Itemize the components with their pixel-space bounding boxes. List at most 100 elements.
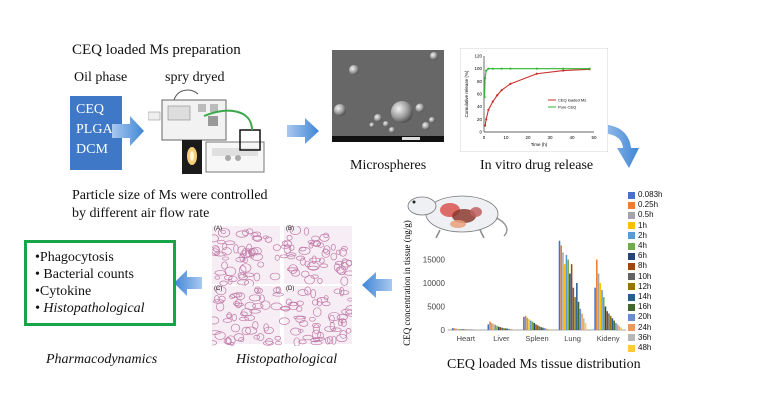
bar — [451, 328, 454, 330]
bar — [579, 308, 582, 330]
alveolus-mark — [242, 272, 255, 278]
alveolus-mark — [319, 263, 329, 268]
rat-anatomy-illustration — [407, 195, 508, 239]
alveolus-mark — [304, 286, 312, 296]
legend-item: 48h — [628, 343, 662, 353]
alveolus-mark — [335, 249, 342, 255]
bar — [572, 287, 575, 330]
pharmacodynamics-label: Pharmacodynamics — [46, 352, 158, 367]
legend-label: 14h — [638, 292, 652, 302]
legend-item: 36h — [628, 333, 662, 343]
x-tick-label: Spleen — [525, 334, 548, 343]
release-legend-label: CEQ loaded Ms — [558, 98, 586, 103]
alveolus-mark — [319, 233, 330, 242]
bar — [616, 324, 619, 330]
release-legend-label: Pure CEQ — [558, 105, 576, 110]
bar — [535, 324, 537, 330]
alveolus-mark — [265, 338, 274, 345]
alveolus-mark — [324, 326, 337, 332]
alveolus-mark — [252, 303, 264, 309]
alveolus-mark — [331, 327, 342, 333]
release-data-point — [588, 67, 591, 70]
alveolus-mark — [246, 243, 253, 253]
bar — [602, 297, 605, 330]
alveolus-mark — [235, 257, 246, 263]
release-data-point — [562, 69, 565, 72]
x-tick-label: 20 — [525, 135, 531, 140]
alveolus-mark — [299, 320, 309, 327]
release-data-point — [509, 82, 512, 85]
bar — [457, 328, 459, 330]
alveolus-mark — [288, 301, 299, 307]
alveolus-mark — [310, 274, 319, 279]
release-data-point — [562, 67, 565, 70]
arrow-right-icon — [112, 116, 144, 146]
alveolus-mark — [282, 240, 288, 247]
legend-swatch — [628, 344, 635, 352]
alveolus-mark — [317, 331, 324, 340]
release-data-point — [496, 94, 499, 97]
tissue-distribution-bar-chart: 0 5000 10000 15000 CEQ concentration in tiss… — [402, 220, 626, 346]
alveolus-mark — [285, 252, 297, 257]
alveolus-mark — [310, 340, 323, 346]
y-tick-label: 100 — [474, 66, 482, 71]
alveolus-mark — [301, 270, 310, 278]
alveolus-mark — [233, 301, 240, 306]
bar — [464, 329, 466, 330]
alveolus-mark — [298, 339, 307, 345]
bar — [524, 315, 527, 330]
alveolus-mark — [245, 248, 251, 258]
alveolus-mark — [253, 272, 261, 282]
alveolus-mark — [339, 287, 345, 297]
alveolus-mark — [225, 335, 236, 345]
alveolus-mark — [242, 229, 250, 237]
bar — [528, 319, 530, 330]
alveolus-mark — [220, 230, 227, 234]
legend-label: 2h — [638, 230, 647, 240]
bar — [460, 329, 463, 330]
bar — [549, 329, 551, 330]
alveolus-mark — [313, 307, 322, 317]
particle-text-line-2: by different air flow rate — [72, 206, 210, 221]
alveolus-mark — [249, 309, 261, 314]
bar — [453, 328, 456, 330]
alveolus-mark — [231, 313, 237, 322]
alveolus-mark — [226, 313, 232, 319]
legend-item: 0.083h — [628, 190, 662, 200]
legend-swatch — [628, 212, 635, 219]
microspheres-sem-image — [332, 50, 444, 142]
alveolus-mark — [245, 326, 258, 335]
bar — [583, 318, 585, 330]
release-data-point — [484, 77, 487, 80]
alveolus-mark — [272, 244, 282, 251]
alveolus-mark — [308, 242, 314, 249]
legend-swatch — [628, 222, 635, 230]
arrow-left-icon — [174, 270, 202, 296]
x-tick-label: Heart — [457, 334, 476, 343]
bar — [496, 325, 498, 330]
bar — [506, 328, 509, 330]
bar — [531, 321, 534, 330]
alveolus-mark — [311, 235, 320, 242]
legend-label: 0.083h — [638, 190, 663, 199]
alveolus-mark — [214, 331, 226, 340]
alveolus-mark — [285, 298, 292, 306]
alveolus-mark — [240, 263, 252, 273]
bar — [599, 283, 602, 330]
alveolus-mark — [310, 289, 316, 299]
bar — [604, 306, 607, 330]
alveolus-mark — [303, 227, 310, 236]
bar — [499, 327, 502, 330]
bar — [487, 324, 490, 330]
arrow-left-icon — [362, 272, 392, 298]
alveolus-mark — [251, 246, 262, 256]
alveolus-mark — [235, 230, 249, 238]
legend-item: 0.25h — [628, 200, 662, 210]
alveolus-mark — [272, 292, 284, 297]
alveolus-mark — [252, 321, 259, 330]
alveolus-mark — [288, 264, 298, 274]
bar — [537, 325, 539, 330]
release-data-point — [485, 69, 488, 72]
legend-item: 6h — [628, 251, 662, 261]
tissue-distribution-label: CEQ loaded Ms tissue distribution — [447, 357, 641, 372]
